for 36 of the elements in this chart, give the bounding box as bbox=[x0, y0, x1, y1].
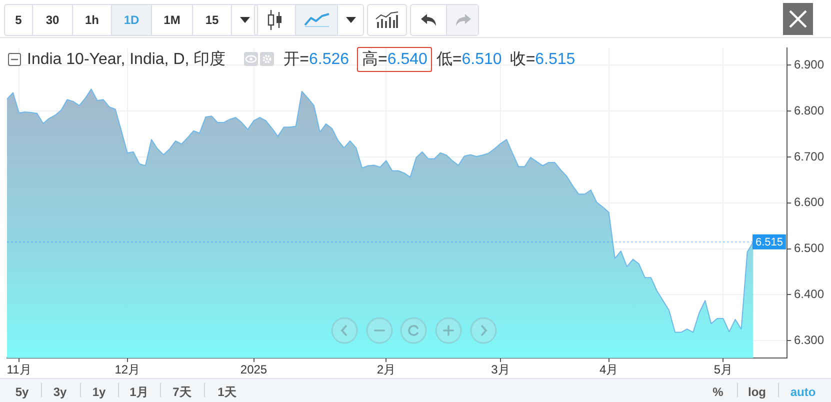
text: 3y bbox=[53, 385, 67, 399]
rectangle-outline: 高=6.540 bbox=[357, 46, 432, 72]
ref-line-label: 6.515 bbox=[755, 236, 783, 248]
y-tick-label: 6.400 bbox=[794, 286, 824, 301]
text: 5y bbox=[15, 385, 29, 399]
text: 1y bbox=[92, 385, 106, 399]
text: 5 bbox=[15, 13, 22, 27]
y-tick-label: 6.600 bbox=[794, 195, 824, 210]
text: 1D bbox=[124, 13, 140, 27]
text: 1h bbox=[84, 13, 99, 27]
chart-title: India 10-Year, India, D, 印度 bbox=[27, 50, 226, 70]
annotation: 开=6.526 bbox=[284, 50, 350, 68]
y-tick-label: 6.700 bbox=[794, 149, 824, 164]
x-tick-label: 2025 bbox=[240, 362, 268, 377]
text: 1天 bbox=[218, 385, 236, 399]
text: auto bbox=[790, 385, 816, 399]
x-tick-label: 12月 bbox=[114, 362, 140, 377]
text: 30 bbox=[46, 13, 60, 27]
x-tick-label: 5月 bbox=[714, 362, 733, 377]
annotation: 收=6.515 bbox=[510, 50, 576, 68]
x-tick-label: 2月 bbox=[376, 362, 396, 377]
y-tick-label: 6.800 bbox=[794, 103, 824, 118]
text: 7天 bbox=[172, 385, 192, 399]
text: 1月 bbox=[130, 385, 148, 399]
y-tick-label: 6.900 bbox=[794, 57, 824, 72]
annotation: 低=6.510 bbox=[436, 50, 502, 68]
annotation: 高=6.540 bbox=[362, 50, 428, 68]
text: 15 bbox=[205, 13, 219, 27]
text: log bbox=[748, 385, 766, 399]
x-tick-label: 3月 bbox=[491, 362, 510, 377]
x-tick-label: 11月 bbox=[6, 362, 32, 377]
x-tick-label: 4月 bbox=[600, 362, 618, 377]
text: % bbox=[712, 385, 724, 399]
text: 1M bbox=[164, 13, 180, 27]
y-tick-label: 6.500 bbox=[794, 241, 824, 256]
y-tick-label: 6.300 bbox=[794, 332, 824, 347]
